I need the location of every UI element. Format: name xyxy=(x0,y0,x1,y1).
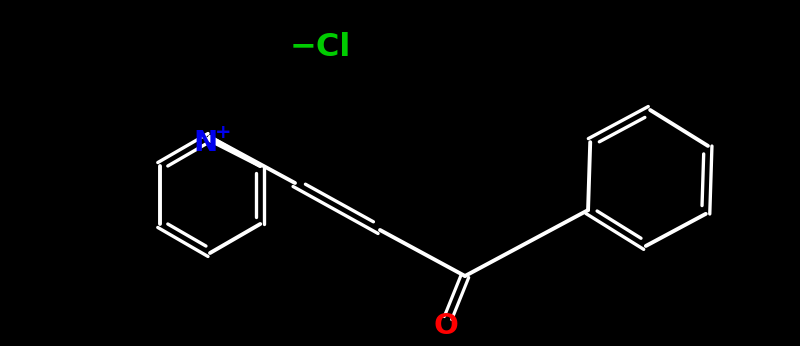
Text: −Cl: −Cl xyxy=(290,33,350,64)
Text: N: N xyxy=(193,129,217,157)
Text: +: + xyxy=(214,122,231,142)
Text: O: O xyxy=(434,312,458,340)
